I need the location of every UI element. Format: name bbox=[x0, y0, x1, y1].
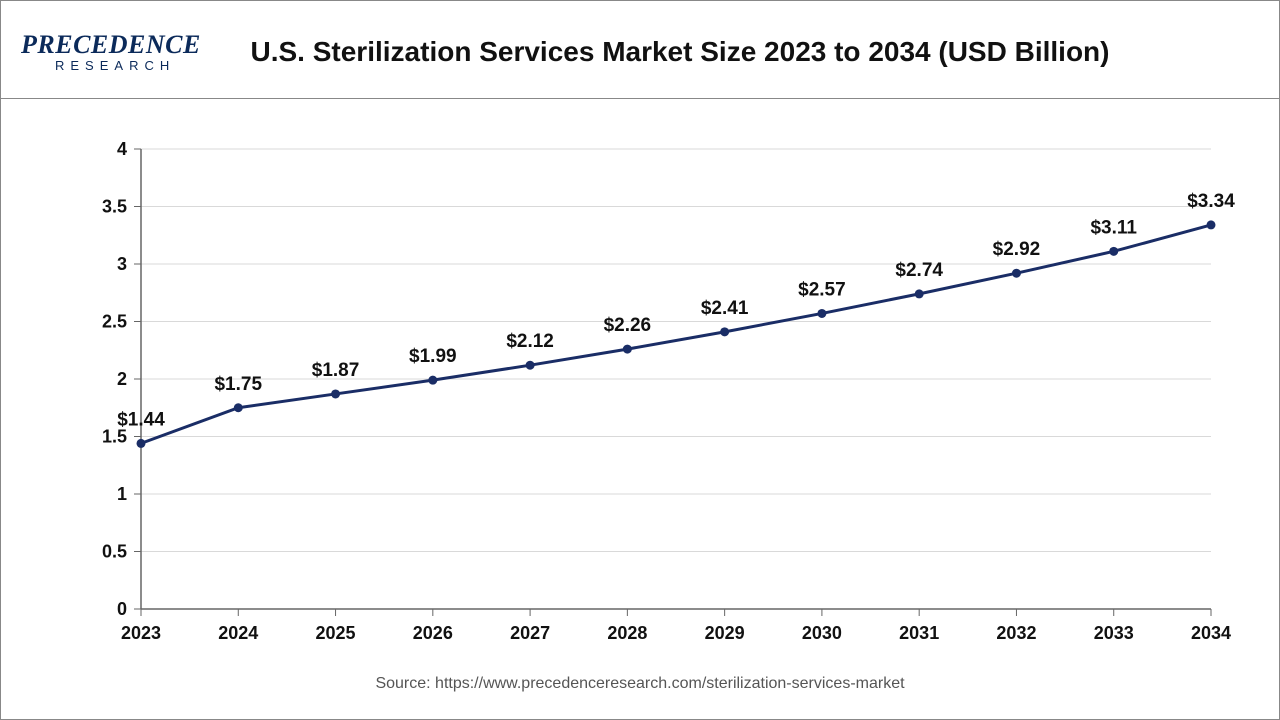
svg-text:$2.12: $2.12 bbox=[506, 331, 554, 352]
svg-text:2029: 2029 bbox=[705, 623, 745, 643]
svg-text:2026: 2026 bbox=[413, 623, 453, 643]
svg-text:2: 2 bbox=[117, 369, 127, 389]
svg-text:$2.41: $2.41 bbox=[701, 298, 749, 319]
svg-text:2034: 2034 bbox=[1191, 623, 1231, 643]
header: PRECEDENCE RESEARCH U.S. Sterilization S… bbox=[1, 1, 1279, 99]
svg-text:4: 4 bbox=[117, 139, 127, 159]
svg-text:$2.57: $2.57 bbox=[798, 279, 846, 300]
svg-text:$3.11: $3.11 bbox=[1090, 217, 1137, 238]
svg-text:$2.74: $2.74 bbox=[895, 260, 943, 281]
svg-text:3.5: 3.5 bbox=[102, 197, 127, 217]
chart-title: U.S. Sterilization Services Market Size … bbox=[221, 36, 1259, 68]
svg-text:2031: 2031 bbox=[899, 623, 939, 643]
svg-text:$1.87: $1.87 bbox=[312, 360, 360, 381]
svg-text:$2.92: $2.92 bbox=[993, 239, 1041, 260]
line-chart: 00.511.522.533.5420232024202520262027202… bbox=[41, 119, 1241, 679]
chart-container: 00.511.522.533.5420232024202520262027202… bbox=[1, 99, 1279, 669]
svg-text:0.5: 0.5 bbox=[102, 542, 127, 562]
svg-text:2023: 2023 bbox=[121, 623, 161, 643]
svg-text:$3.34: $3.34 bbox=[1187, 191, 1235, 212]
svg-text:2032: 2032 bbox=[996, 623, 1036, 643]
svg-text:$1.44: $1.44 bbox=[117, 409, 165, 430]
svg-text:0: 0 bbox=[117, 599, 127, 619]
svg-text:2027: 2027 bbox=[510, 623, 550, 643]
svg-text:2028: 2028 bbox=[607, 623, 647, 643]
svg-text:2.5: 2.5 bbox=[102, 312, 127, 332]
logo: PRECEDENCE RESEARCH bbox=[21, 30, 221, 73]
svg-text:1: 1 bbox=[117, 484, 127, 504]
logo-sub-text: RESEARCH bbox=[55, 58, 221, 73]
svg-text:2025: 2025 bbox=[316, 623, 356, 643]
svg-text:$2.26: $2.26 bbox=[604, 315, 652, 336]
svg-text:2030: 2030 bbox=[802, 623, 842, 643]
svg-text:2024: 2024 bbox=[218, 623, 258, 643]
svg-text:$1.99: $1.99 bbox=[409, 346, 457, 367]
logo-main-text: PRECEDENCE bbox=[21, 30, 221, 60]
svg-text:$1.75: $1.75 bbox=[214, 374, 262, 395]
svg-text:3: 3 bbox=[117, 254, 127, 274]
svg-text:2033: 2033 bbox=[1094, 623, 1134, 643]
